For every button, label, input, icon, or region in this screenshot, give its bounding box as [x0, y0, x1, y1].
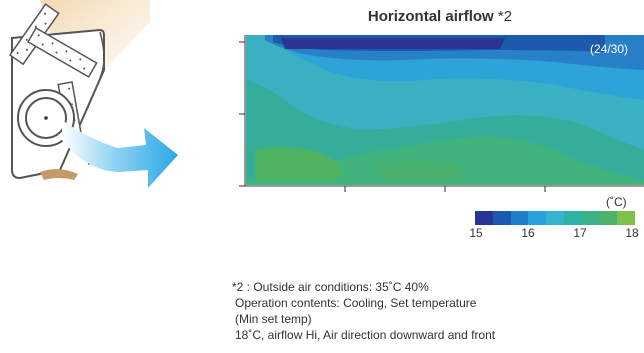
scale-tick-17: 17 [573, 226, 587, 240]
heatmap-title-main: Horizontal airflow [367, 8, 494, 25]
scale-swatch-0 [475, 211, 493, 225]
footnote-line-2: Operation contents: Cooling, Set tempera… [235, 296, 477, 310]
heatmap-title-note: *2 [493, 8, 513, 25]
footnote-line-4: 18˚C, airflow Hi, Air direction downward… [235, 328, 496, 342]
scale-swatch-5 [563, 211, 582, 225]
scale-swatch-6 [581, 211, 600, 225]
scale-swatch-1 [492, 211, 511, 225]
temperature-unit-label: (˚C) [606, 195, 627, 209]
scale-swatch-4 [546, 211, 564, 225]
scale-tick-18: 18 [625, 226, 639, 240]
airflow-ratio-label: (24/30) [590, 42, 629, 56]
heatmap-axes [239, 35, 644, 192]
horizontal-airflow-arrow [62, 120, 178, 188]
indoor-unit-illustration [8, 0, 178, 188]
temperature-scale-bar [475, 211, 636, 225]
scale-swatch-2 [510, 211, 529, 225]
heatmap-title: Horizontal airflow *2 [240, 8, 640, 25]
footnote-line-1: *2 : Outside air conditions: 35˚C 40% [232, 280, 429, 294]
scale-tick-16: 16 [521, 226, 535, 240]
scale-tick-15: 15 [469, 226, 483, 240]
scale-swatch-8 [617, 211, 636, 225]
temperature-heatmap [239, 35, 644, 192]
scale-swatch-7 [599, 211, 618, 225]
footnote: *2 : Outside air conditions: 35˚C 40% Op… [232, 279, 495, 343]
scale-swatch-3 [528, 211, 547, 225]
footnote-line-3: (Min set temp) [235, 312, 312, 326]
heatmap-field [246, 35, 644, 185]
fan [17, 89, 75, 147]
